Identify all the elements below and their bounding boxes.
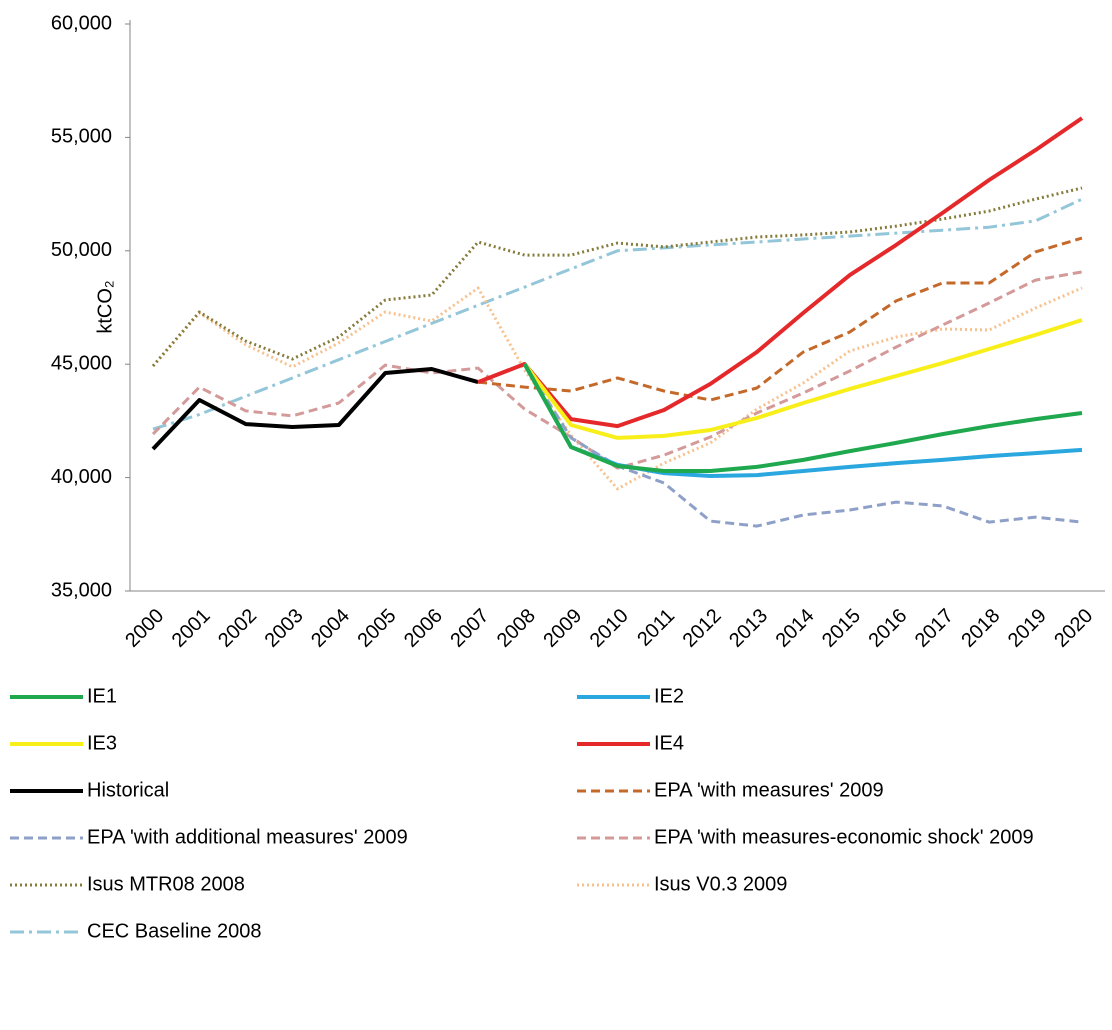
series-line	[152, 197, 1083, 431]
legend-label: EPA 'with additional measures' 2009	[87, 826, 408, 848]
y-tick-label: 45,000	[51, 352, 112, 374]
y-tick-label: 60,000	[51, 12, 112, 34]
series-line	[151, 286, 1083, 491]
y-tick-label: 35,000	[51, 579, 112, 601]
x-tick-label: 2014	[772, 605, 819, 652]
x-tick-label: 2012	[679, 605, 726, 652]
y-tick-label: 40,000	[51, 466, 112, 488]
legend-label: IE2	[654, 685, 684, 707]
legend-label: EPA 'with measures-economic shock' 2009	[654, 826, 1034, 848]
x-tick-label: 2018	[957, 605, 1004, 652]
series-line	[151, 367, 479, 451]
x-tick-label: 2000	[121, 605, 168, 652]
x-tick-label: 2013	[725, 605, 772, 652]
series-line	[477, 116, 1084, 429]
legend-label: IE1	[87, 685, 117, 707]
x-tick-label: 2011	[633, 605, 679, 651]
series-line	[523, 363, 1083, 528]
series-line	[151, 186, 1083, 367]
legend-label: Isus MTR08 2008	[87, 873, 245, 895]
y-tick-label: 55,000	[51, 126, 112, 148]
x-tick-label: 2005	[353, 605, 400, 652]
x-tick-label: 2004	[307, 605, 354, 652]
x-tick-label: 2001	[168, 605, 215, 652]
x-tick-label: 2015	[818, 605, 865, 652]
x-tick-label: 2017	[911, 605, 958, 652]
series-line	[477, 236, 1083, 402]
series-line	[522, 363, 1083, 473]
x-tick-label: 2002	[214, 605, 261, 652]
legend-label: CEC Baseline 2008	[87, 920, 262, 942]
x-tick-label: 2020	[1050, 605, 1097, 652]
legend-label: Historical	[87, 779, 169, 801]
x-tick-label: 2019	[1004, 605, 1051, 652]
legend-label: EPA 'with measures' 2009	[654, 779, 884, 801]
legend-label: IE4	[654, 732, 684, 754]
x-tick-label: 2009	[539, 605, 586, 652]
x-tick-label: 2006	[400, 605, 447, 652]
x-tick-label: 2010	[586, 605, 633, 652]
x-tick-label: 2016	[864, 605, 911, 652]
x-tick-label: 2003	[261, 605, 308, 652]
legend-label: IE3	[87, 732, 117, 754]
series-line	[151, 270, 1083, 470]
y-axis-title: ktCO₂	[94, 280, 116, 333]
y-tick-label: 50,000	[51, 239, 112, 261]
series-line	[523, 318, 1083, 440]
legend-label: Isus V0.3 2009	[654, 873, 787, 895]
x-tick-label: 2007	[446, 605, 493, 652]
x-tick-label: 2008	[493, 605, 540, 652]
